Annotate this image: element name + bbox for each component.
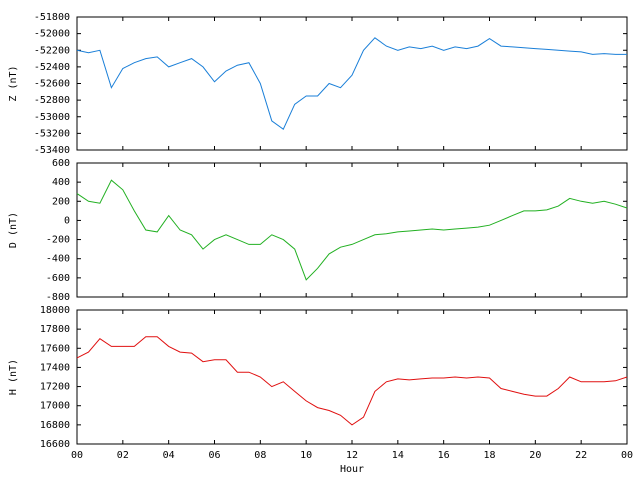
- x-tick-label: 14: [392, 450, 404, 461]
- x-tick-label: 10: [300, 450, 312, 461]
- x-tick-label: 18: [483, 450, 495, 461]
- y-tick-label: 17800: [40, 324, 70, 335]
- y-tick-label: -600: [46, 273, 70, 284]
- x-axis-label: Hour: [340, 464, 364, 475]
- x-tick-label: 04: [163, 450, 175, 461]
- y-tick-label: 400: [52, 177, 70, 188]
- y-tick-label: -52000: [34, 29, 70, 40]
- y-tick-label: 16600: [40, 439, 70, 450]
- x-tick-label: 00: [621, 450, 633, 461]
- y-tick-label: -51800: [34, 12, 70, 23]
- plot-frame: [76, 162, 628, 298]
- y-tick-label: -200: [46, 235, 70, 246]
- plot-frame: [76, 16, 628, 151]
- y-tick-label: -52600: [34, 79, 70, 90]
- y-tick-label: -53400: [34, 145, 70, 156]
- y-tick-label: 17600: [40, 343, 70, 354]
- x-tick-label: 22: [575, 450, 587, 461]
- y-tick-label: -53200: [34, 128, 70, 139]
- y-tick-label: -53000: [34, 112, 70, 123]
- x-tick-label: 16: [438, 450, 450, 461]
- y-tick-label: 16800: [40, 420, 70, 431]
- y-tick-label: -52800: [34, 95, 70, 106]
- y-tick-label: -52200: [34, 45, 70, 56]
- data-line: [76, 37, 627, 130]
- x-tick-label: 06: [208, 450, 220, 461]
- x-tick-label: 02: [117, 450, 129, 461]
- y-tick-label: 18000: [40, 305, 70, 316]
- x-tick-label: 00: [71, 450, 83, 461]
- y-tick-label: 17400: [40, 362, 70, 373]
- data-line: [76, 179, 628, 281]
- y-tick-label: -800: [46, 292, 70, 303]
- data-line: [76, 336, 628, 426]
- y-axis-label: Z (nT): [8, 65, 19, 101]
- y-tick-label: 17200: [40, 382, 70, 393]
- y-tick-label: 200: [52, 196, 70, 207]
- y-axis-label: D (nT): [8, 212, 19, 248]
- x-tick-label: 12: [346, 450, 358, 461]
- y-tick-label: -52400: [34, 62, 70, 73]
- y-tick-label: 17000: [40, 401, 70, 412]
- y-tick-label: -400: [46, 254, 70, 265]
- x-tick-label: 20: [529, 450, 541, 461]
- y-tick-label: 0: [64, 215, 70, 226]
- plot-frame: [76, 309, 628, 445]
- y-axis-label: H (nT): [8, 359, 19, 395]
- y-tick-label: 600: [52, 158, 70, 169]
- x-tick-label: 08: [254, 450, 266, 461]
